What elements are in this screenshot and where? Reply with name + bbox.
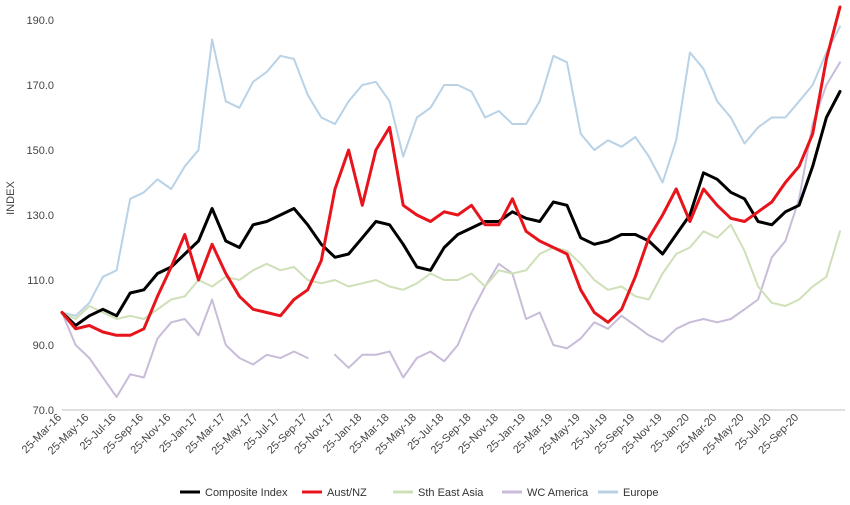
y-tick-label: 90.0	[33, 340, 54, 352]
y-axis: 70.0 90.0 110.0 130.0 150.0 170.0 190.0	[26, 15, 54, 417]
y-tick-label: 190.0	[26, 15, 54, 27]
legend-label: Europe	[623, 487, 658, 499]
y-tick-label: 150.0	[26, 145, 54, 157]
series-line	[61, 25, 841, 317]
series-line	[60, 90, 842, 327]
legend: Composite Index Aust/NZ Sth East Asia WC Am…	[180, 487, 658, 499]
y-tick-label: 110.0	[27, 275, 54, 287]
y-tick-label: 170.0	[26, 80, 54, 92]
legend-label: Aust/NZ	[327, 487, 367, 499]
legend-label: WC America	[527, 487, 589, 499]
y-tick-label: 130.0	[26, 210, 54, 222]
series-line	[60, 5, 842, 337]
x-axis: 25-Mar-1625-May-1625-Jul-1625-Sep-1625-N…	[20, 412, 801, 458]
legend-label: Sth East Asia	[418, 487, 484, 499]
y-axis-title: INDEX	[5, 181, 17, 215]
series-line	[61, 223, 841, 320]
series-layer	[60, 5, 842, 398]
legend-label: Composite Index	[205, 487, 288, 499]
series-line	[61, 61, 841, 398]
y-tick-label: 70.0	[33, 405, 54, 417]
